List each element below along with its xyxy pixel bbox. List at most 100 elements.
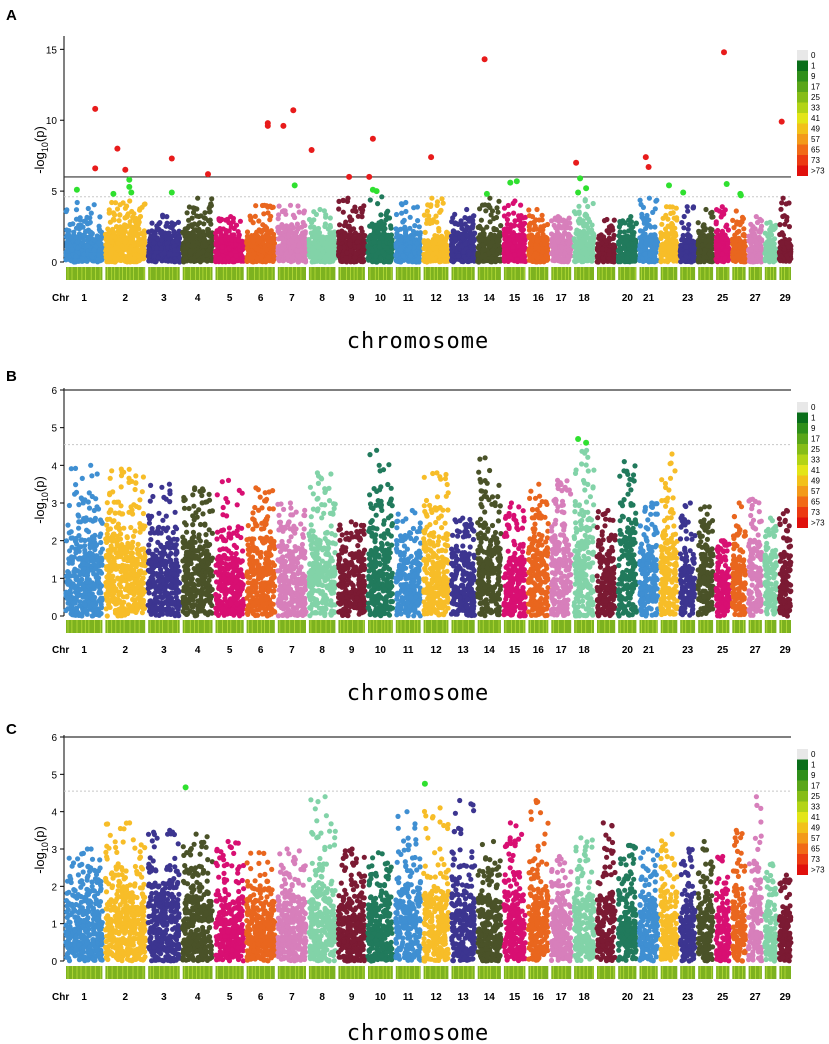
snp-point	[256, 218, 262, 224]
snp-point	[63, 257, 69, 263]
snp-point	[236, 237, 242, 243]
snp-point	[470, 223, 476, 229]
snp-point	[275, 255, 281, 261]
snp-point	[585, 203, 591, 210]
snp-point	[136, 226, 142, 232]
snp-point	[110, 216, 116, 222]
chromosome-10-points	[365, 194, 396, 265]
snp-point	[539, 246, 545, 252]
snp-point	[393, 252, 399, 258]
snp-point	[444, 247, 450, 253]
snp-point	[526, 227, 533, 233]
snp-point	[323, 235, 330, 241]
snp-point	[559, 225, 565, 231]
snp-point	[357, 234, 363, 240]
snp-point	[149, 220, 155, 226]
snp-point	[128, 245, 134, 251]
snp-point	[437, 257, 443, 264]
snp-point	[528, 241, 534, 247]
snp-point	[516, 249, 523, 255]
chromosome-13-points	[448, 206, 478, 265]
snp-point	[436, 225, 442, 232]
snp-point	[503, 232, 509, 238]
snp-point	[292, 214, 298, 221]
snp-point	[294, 248, 300, 254]
snp-point	[113, 224, 120, 230]
snp-point	[137, 248, 143, 254]
snp-point	[131, 242, 137, 248]
snp-point	[204, 257, 210, 263]
snp-point	[563, 218, 569, 224]
snp-point	[184, 210, 190, 216]
snp-point	[559, 233, 565, 239]
snp-point	[519, 233, 526, 239]
snp-point	[111, 234, 118, 240]
snp-point	[96, 240, 102, 247]
snp-point	[268, 228, 274, 234]
snp-point	[398, 226, 404, 232]
snp-point	[369, 248, 376, 254]
chromosome-bar	[528, 267, 549, 280]
snp-point	[388, 223, 394, 229]
snp-point	[337, 222, 343, 228]
snp-point	[504, 221, 510, 227]
snp-point	[354, 239, 361, 245]
snp-point	[88, 229, 94, 235]
snp-point	[510, 232, 516, 238]
snp-point	[493, 214, 500, 221]
snp-point	[193, 233, 199, 239]
snp-point	[559, 244, 565, 250]
snp-point	[238, 251, 244, 258]
snp-point	[226, 219, 232, 226]
snp-point	[528, 248, 534, 254]
snp-point	[336, 248, 342, 254]
snp-point	[166, 231, 172, 237]
snp-point	[81, 251, 87, 257]
snp-point	[120, 257, 126, 263]
snp-point	[483, 208, 489, 214]
snp-point	[147, 237, 153, 243]
snp-point	[327, 215, 333, 221]
snp-point	[81, 238, 87, 244]
snp-point	[116, 218, 122, 224]
snp-point	[127, 254, 133, 260]
snp-point	[137, 213, 144, 220]
snp-point	[96, 223, 102, 229]
snp-point	[187, 237, 193, 243]
snp-point	[373, 258, 379, 264]
snp-point	[449, 219, 455, 225]
snp-point	[324, 240, 330, 246]
snp-point	[76, 258, 82, 264]
snp-point	[205, 227, 211, 233]
snp-point	[163, 258, 169, 264]
chromosome-5-points	[212, 214, 246, 265]
snp-point	[407, 214, 413, 220]
snp-point	[172, 247, 178, 253]
snp-point	[181, 245, 188, 251]
snp-point	[538, 224, 544, 230]
snp-point	[576, 233, 582, 240]
snp-point	[159, 228, 165, 234]
snp-point	[562, 257, 569, 263]
chromosome-bar	[477, 267, 501, 280]
snp-point	[268, 213, 274, 219]
snp-point	[310, 245, 316, 251]
snp-point	[209, 196, 215, 202]
snp-point	[444, 229, 450, 235]
snp-point	[400, 253, 406, 259]
snp-point	[158, 245, 164, 251]
chromosome-bar	[66, 267, 103, 280]
snp-point	[109, 239, 115, 245]
snp-point	[105, 226, 111, 232]
snp-point	[503, 247, 509, 253]
chromosome-bar	[182, 267, 213, 280]
snp-point	[122, 205, 128, 211]
snp-point	[311, 224, 317, 230]
snp-point	[182, 255, 189, 261]
snp-point	[442, 238, 448, 244]
snp-point	[136, 257, 142, 264]
snp-point	[290, 244, 296, 250]
snp-point	[501, 213, 507, 219]
snp-point	[82, 218, 88, 224]
